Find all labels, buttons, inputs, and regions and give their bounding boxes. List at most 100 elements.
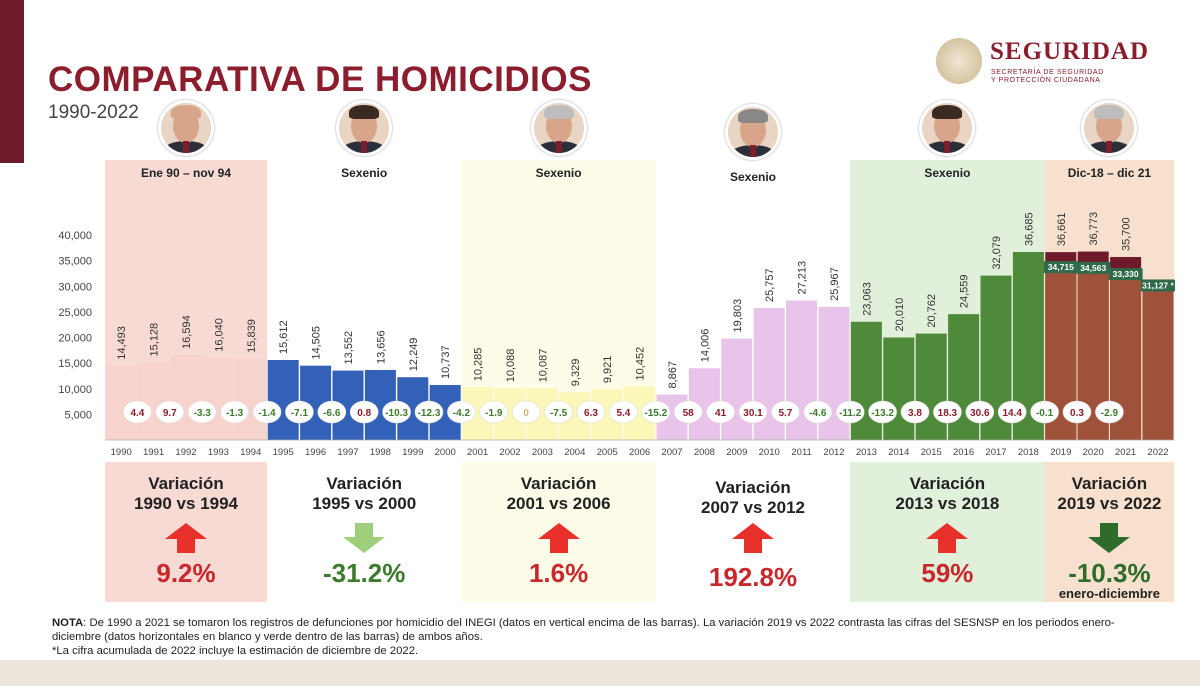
summary-title: Variación 2007 vs 2012: [653, 478, 853, 518]
portrait-hair: [932, 105, 963, 119]
variation-bubble: [252, 400, 282, 424]
president-portrait: [725, 104, 781, 160]
portrait-tie: [944, 141, 951, 153]
variation-bubble: [673, 400, 703, 424]
sesnsp-bar: [1142, 280, 1174, 440]
arrow-up-icon: [537, 523, 580, 553]
bar-value-label: 25,967: [829, 267, 841, 301]
summary-line2: 2001 vs 2006: [506, 494, 611, 513]
sesnsp-value-label: 31,127 *: [1142, 280, 1174, 290]
bar-value-label: 25,757: [764, 268, 776, 302]
variation-label: -11.2: [839, 408, 862, 419]
bar-value-label: 23,063: [861, 282, 873, 316]
x-tick-label: 2003: [532, 447, 553, 458]
variation-bubble: [641, 400, 671, 424]
variation-bubble: [349, 400, 379, 424]
president-portrait: [919, 100, 976, 156]
note-label: NOTA: [52, 617, 84, 629]
x-tick-label: 2007: [661, 447, 682, 458]
variation-label: 0: [523, 408, 529, 419]
bar: [721, 338, 753, 440]
variation-bubble: [1062, 400, 1092, 424]
arrow-shape: [343, 523, 386, 553]
x-tick-label: 1991: [143, 447, 164, 458]
x-tick-label: 2012: [823, 447, 844, 458]
variation-bubble: [771, 400, 800, 424]
variation-bubble: [447, 400, 476, 424]
portrait-hair: [1094, 105, 1125, 119]
variation-bubble: [187, 400, 217, 424]
arrow-up-icon: [165, 523, 207, 553]
summary-line2: 1995 vs 2000: [312, 494, 417, 513]
portrait-hair: [543, 105, 574, 119]
sesnsp-value-label: 33,330: [1113, 269, 1139, 279]
summary-title: Variación 1990 vs 1994: [86, 474, 286, 514]
accent-bar: [0, 0, 24, 163]
x-tick-label: 2016: [953, 447, 974, 458]
x-tick-label: 2021: [1115, 447, 1136, 458]
variation-bubble: [123, 400, 152, 424]
variation-label: -6.6: [323, 408, 341, 419]
arrow-shape: [537, 523, 580, 553]
bar-value-label: 10,452: [635, 347, 647, 381]
summary-line1: Variación: [520, 474, 597, 493]
summary-title: Variación 2013 vs 2018: [847, 474, 1047, 514]
bar-value-label: 10,088: [505, 349, 517, 383]
sesnsp-label-bg: [1108, 268, 1143, 281]
variation-bubble: [414, 400, 444, 424]
variation-label: -7.1: [291, 408, 309, 419]
variation-label: 0.3: [1070, 408, 1084, 419]
bar-value-label: 32,079: [991, 236, 1003, 270]
summary-value: 192.8%: [708, 562, 798, 592]
portrait-tie: [183, 141, 189, 153]
variation-label: 30.1: [743, 408, 763, 419]
variation-bubble: [900, 400, 930, 424]
national-seal-icon: [936, 38, 982, 84]
x-tick-label: 1994: [240, 447, 261, 458]
bar-value-label: 8,867: [667, 361, 679, 389]
variation-label: -1.3: [226, 408, 244, 419]
bar: [883, 337, 915, 440]
period-label: Sexenio: [730, 170, 776, 184]
variation-bubble: [965, 400, 995, 424]
x-tick-label: 2015: [921, 447, 942, 458]
period-label: Dic-18 – dic 21: [1068, 166, 1152, 180]
arrow-down-icon: [1088, 523, 1131, 553]
arrow-shape: [165, 523, 207, 553]
variation-label: -12.3: [418, 408, 441, 419]
y-tick-label: 25,000: [58, 307, 92, 319]
logo-subtitle-line1: SECRETARÍA DE SEGURIDAD: [991, 69, 1104, 76]
bar-value-label: 36,661: [1056, 212, 1068, 246]
summary-line2: 2007 vs 2012: [701, 498, 805, 517]
arrow-down-icon: [343, 523, 386, 553]
summary-value: 1.6%: [528, 558, 589, 588]
x-tick-label: 2005: [597, 447, 618, 458]
bar-value-label: 13,552: [343, 331, 355, 365]
bar: [267, 359, 299, 440]
page-subtitle: 1990-2022: [48, 102, 139, 123]
bar: [235, 358, 267, 440]
bar-value-label: 10,737: [440, 345, 452, 379]
logo-name: SEGURIDAD: [990, 38, 1150, 65]
variation-bubble: [317, 400, 347, 424]
variation-label: -1.9: [485, 408, 503, 419]
variation-bubble: [706, 400, 735, 424]
arrow-up-icon: [926, 523, 969, 553]
bar-value-label: 15,612: [278, 320, 290, 354]
president-portrait: [530, 100, 587, 156]
bar-value-label: 9,329: [570, 359, 582, 387]
period-label: Sexenio: [536, 166, 582, 180]
bar-value-label: 15,128: [149, 323, 161, 357]
variation-label: 3.8: [908, 408, 922, 419]
variation-label: 5.4: [616, 408, 630, 419]
x-tick-label: 2009: [726, 447, 747, 458]
variation-label: -13.2: [871, 408, 894, 419]
x-tick-label: 2006: [629, 447, 650, 458]
bar-value-label: 35,700: [1121, 217, 1133, 251]
portrait-hair: [738, 109, 768, 123]
variation-label: 5.7: [778, 408, 792, 419]
bar-value-label: 13,656: [375, 330, 387, 364]
variation-label: -4.2: [453, 408, 471, 419]
x-tick-label: 1992: [175, 447, 196, 458]
variation-bubble: [803, 400, 833, 424]
